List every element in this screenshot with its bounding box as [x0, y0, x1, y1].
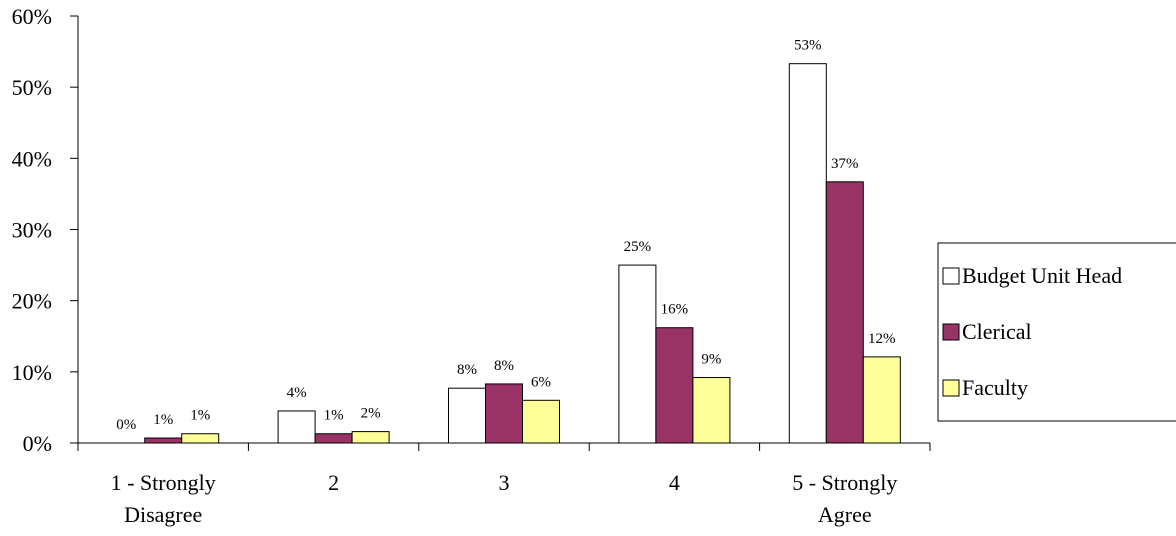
data-label: 6%: [531, 374, 551, 390]
legend-label: Clerical: [962, 319, 1032, 344]
legend-label: Faculty: [962, 375, 1028, 400]
bars: [144, 63, 901, 444]
bar-clerical: [825, 181, 864, 444]
bar-budget-unit-head: [277, 410, 316, 444]
bar-clerical: [655, 327, 694, 444]
legend-box: [937, 242, 1176, 422]
data-label: 16%: [661, 302, 689, 318]
data-label: 1%: [324, 408, 344, 424]
y-tick-label: 10%: [12, 360, 52, 385]
y-tick-label: 30%: [12, 218, 52, 243]
data-label: 1%: [153, 412, 173, 428]
x-tick-label: 3: [499, 470, 510, 495]
data-label: 25%: [624, 239, 652, 255]
bar-budget-unit-head: [448, 387, 486, 444]
bar-faculty: [692, 377, 731, 444]
data-label: 2%: [361, 406, 381, 422]
y-tick-label: 60%: [12, 4, 52, 29]
data-labels: 0% 1% 1% 4% 1% 2% 8% 8% 6% 25% 16% 9% 53% 37% 12%: [116, 38, 895, 433]
data-label: 9%: [701, 352, 721, 368]
bar-clerical: [485, 383, 523, 444]
legend: Budget Unit Head Clerical Faculty: [937, 242, 1176, 422]
y-tick-label: 50%: [12, 75, 52, 100]
data-label: 37%: [831, 156, 859, 172]
legend-label: Budget Unit Head: [962, 263, 1122, 288]
y-axis: 0% 10% 20% 30% 40% 50% 60%: [12, 4, 79, 456]
x-tick-label: 2: [328, 470, 339, 495]
data-label: 53%: [794, 38, 822, 54]
legend-swatch: [942, 379, 960, 397]
y-tick-label: 20%: [12, 289, 52, 314]
bar-budget-unit-head: [618, 264, 657, 444]
data-label: 0%: [116, 417, 136, 433]
data-label: 4%: [287, 385, 307, 401]
x-axis: 1 - Strongly Disagree 2 3 4 5 - Strongly Agree: [77, 442, 931, 527]
data-label: 8%: [494, 358, 514, 374]
bar-faculty: [181, 433, 220, 444]
x-tick-label: 5 - Strongly Agree: [792, 470, 897, 527]
bar-clerical: [314, 433, 353, 444]
bar-faculty: [351, 431, 390, 444]
data-label: 8%: [457, 362, 477, 378]
legend-swatch: [942, 323, 960, 341]
bar-faculty: [522, 399, 560, 444]
data-label: 12%: [868, 331, 896, 347]
x-tick-label: 4: [669, 470, 680, 495]
legend-swatch: [942, 267, 960, 285]
y-tick-label: 0%: [23, 431, 52, 456]
bar-clerical: [144, 437, 183, 444]
bar-faculty: [862, 356, 901, 444]
bar-budget-unit-head: [788, 63, 827, 444]
x-tick-label: 1 - Strongly Disagree: [111, 470, 216, 527]
y-tick-label: 40%: [12, 146, 52, 171]
data-label: 1%: [190, 408, 210, 424]
